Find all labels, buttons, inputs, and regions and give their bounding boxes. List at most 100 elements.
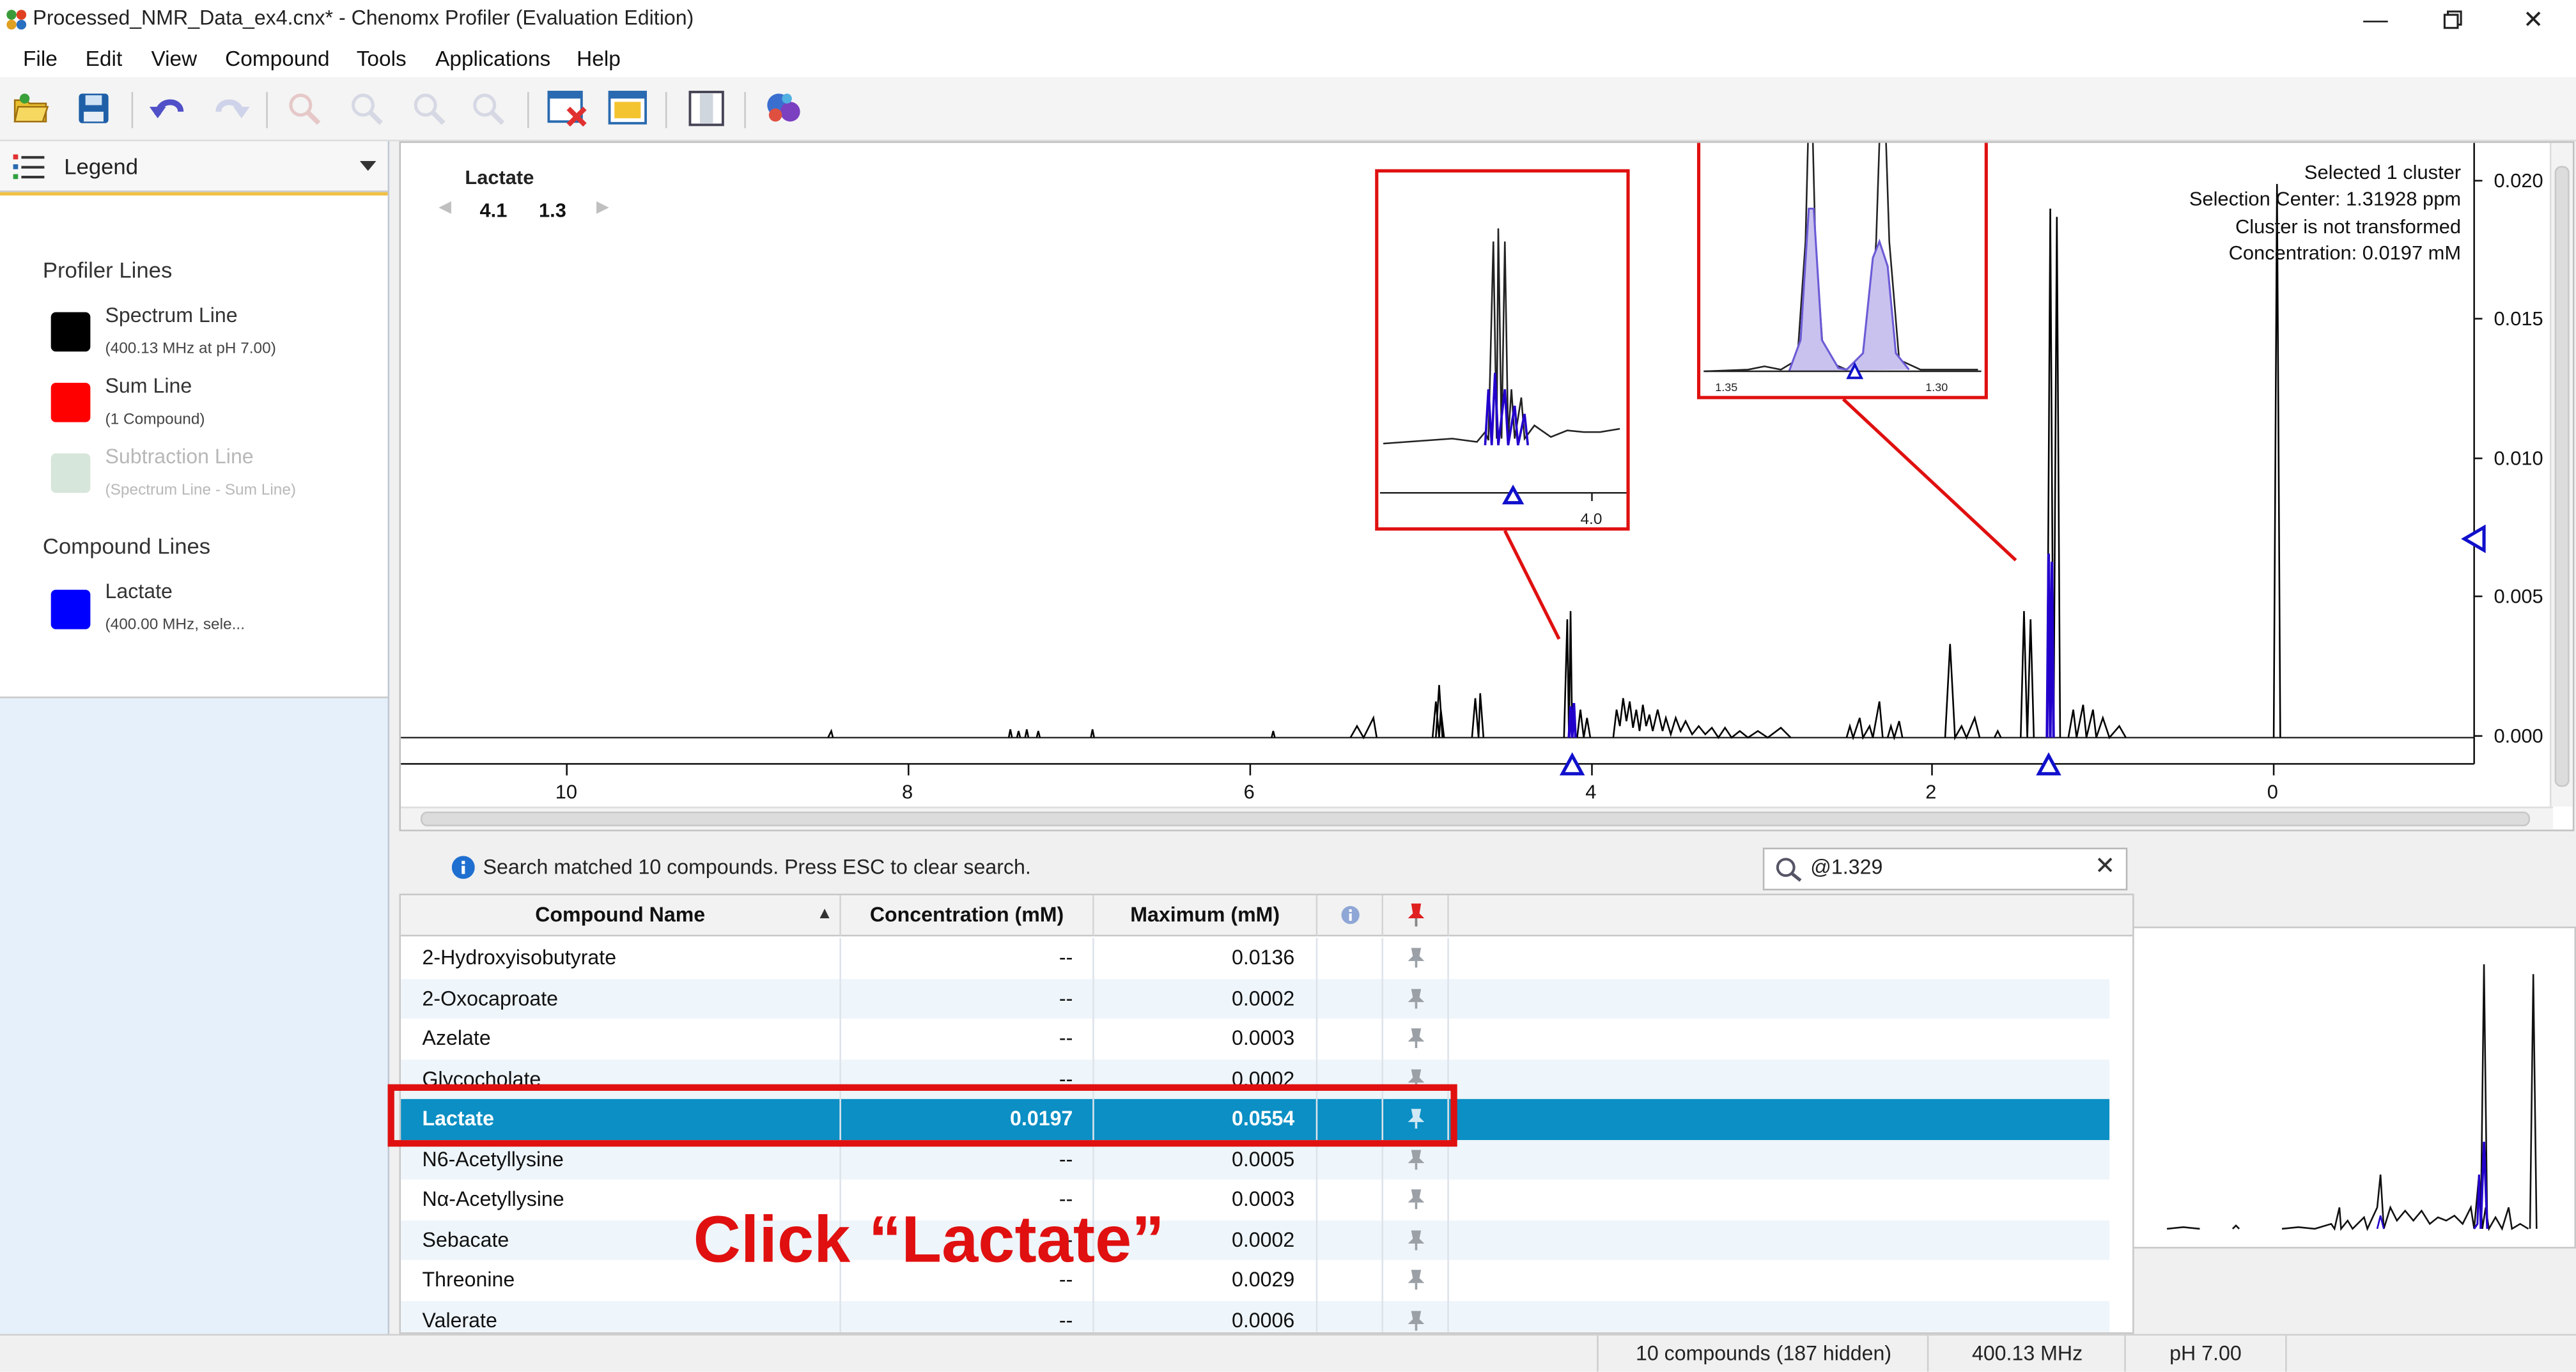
column-header-info[interactable] [1317,895,1384,937]
horizontal-scroll-thumb[interactable] [420,811,2531,827]
subtraction-line-swatch[interactable] [50,453,91,493]
save-icon[interactable] [72,89,115,128]
menu-edit[interactable]: Edit [85,45,123,71]
window-layout-icon[interactable] [606,89,649,128]
compound-name-cell: 2-Hydroxyisobutyrate [401,937,841,978]
x-tick-10: 10 [555,780,578,804]
pin-toggle[interactable] [1383,1300,1449,1332]
pin-toggle[interactable] [1383,1139,1449,1180]
redo-icon[interactable] [208,89,251,128]
column-header-pin[interactable] [1383,895,1449,937]
sort-ascending-icon: ▲ [816,905,833,923]
pin-icon [1407,1149,1424,1169]
inset-4-0-pointer [1503,530,1561,640]
maximum-cell: 0.0029 [1094,1260,1318,1300]
overview-spectrum [2166,964,2538,1231]
spectrum-view[interactable]: 4.0 1.35 1.30 Lactate ◀ 4.1 1.3 ▶ Select… [399,141,2575,831]
zoom-reset-icon[interactable] [467,89,509,128]
inset-4-0-tick: 4.0 [1580,511,1602,528]
info-cell [1317,937,1384,978]
legend-dropdown[interactable]: Legend [0,141,388,192]
split-panel-icon[interactable] [685,89,728,128]
cluster-next-arrow[interactable]: ▶ [596,199,609,217]
menu-compound[interactable]: Compound [225,45,330,71]
spectrum-line-label: Spectrum Line [105,304,238,327]
x-tick-4: 4 [1585,780,1597,804]
vertical-scrollbar[interactable] [2549,143,2573,807]
cluster-value-1-3[interactable]: 1.3 [539,199,566,222]
clear-search-icon[interactable]: ✕ [2094,852,2116,881]
search-input[interactable]: @1.329 ✕ [1762,847,2128,891]
table-row[interactable]: Threonine -- 0.0029 [401,1260,2109,1300]
vertical-scroll-thumb[interactable] [2554,166,2570,787]
search-filter-icon[interactable] [1774,856,1804,882]
overview-preview[interactable] [2132,926,2576,1249]
status-frequency: 400.13 MHz [1927,1336,2126,1372]
cluster-value-4-1[interactable]: 4.1 [479,199,508,222]
click-lactate-annotation: Click “Lactate” [693,1204,1165,1277]
column-header-name[interactable]: Compound Name ▲ [401,895,841,937]
pin-toggle[interactable] [1383,1260,1449,1300]
close-icon[interactable]: ✕ [2522,6,2544,35]
menu-view[interactable]: View [151,45,198,71]
zoom-out-icon[interactable] [345,89,388,128]
list-icon [13,154,45,180]
search-query[interactable]: @1.329 [1810,856,1883,879]
cluster-marker-1-3[interactable] [2036,752,2061,776]
concentration-marker[interactable] [2461,524,2486,553]
cluster-marker-4-1[interactable] [1559,752,1585,776]
y-axis-ticks [2474,180,2483,737]
table-row[interactable]: Azelate -- 0.0003 [401,1018,2109,1059]
legend-title: Legend [64,154,139,180]
concentration-cell: -- [841,1260,1094,1300]
toolbar-separator [266,91,268,128]
status-ph: pH 7.00 [2124,1336,2287,1372]
zoom-fit-icon[interactable] [407,89,450,128]
clear-compounds-icon[interactable] [545,89,588,128]
pin-toggle[interactable] [1383,978,1449,1019]
spectrum-plot[interactable]: 4.0 1.35 1.30 [401,143,2573,830]
inset-1-3-spectrum [1703,143,1982,380]
table-row[interactable]: Lactate 0.0197 0.0554 [401,1098,2110,1139]
table-row[interactable]: Nα-Acetyllysine -- 0.0003 [401,1179,2109,1220]
pin-toggle[interactable] [1383,937,1449,978]
menu-applications[interactable]: Applications [435,45,551,71]
menu-help[interactable]: Help [577,45,621,71]
maximum-cell: 0.0002 [1094,978,1318,1019]
compound-library-icon[interactable] [763,89,805,128]
pin-toggle[interactable] [1383,1018,1449,1059]
info-cell [1317,1018,1384,1059]
restore-icon[interactable] [2415,0,2490,40]
column-header-maximum[interactable]: Maximum (mM) [1094,895,1318,937]
column-header-concentration[interactable]: Concentration (mM) [841,895,1094,937]
minimize-icon[interactable]: — [2363,5,2388,34]
open-folder-icon[interactable] [10,89,52,128]
subtraction-line-sub: (Spectrum Line - Sum Line) [105,481,297,500]
spectrum-line-swatch[interactable] [50,312,91,352]
menu-tools[interactable]: Tools [356,45,407,71]
lactate-line-sub: (400.00 MHz, sele... [105,616,245,635]
maximum-cell: 0.0006 [1094,1300,1318,1332]
pin-toggle[interactable] [1383,1098,1449,1139]
x-tick-8: 8 [902,780,913,804]
menu-file[interactable]: File [22,45,58,71]
concentration-cell: -- [841,1018,1094,1059]
undo-icon[interactable] [148,89,190,128]
column-header-name-label: Compound Name [535,903,706,927]
zoom-in-icon[interactable] [283,89,325,128]
cluster-prev-arrow[interactable]: ◀ [438,199,452,217]
compound-name-cell: Nα-Acetyllysine [401,1179,841,1220]
table-row[interactable]: Sebacate -- 0.0002 [401,1219,2110,1260]
horizontal-scrollbar[interactable] [401,806,2554,830]
table-row[interactable]: Valerate -- 0.0006 [401,1300,2110,1332]
compound-name-cell: Valerate [401,1300,841,1332]
table-row[interactable]: 2-Oxocaproate -- 0.0002 [401,978,2110,1019]
window-title: Processed_NMR_Data_ex4.cnx* - Chenomx Pr… [33,6,694,30]
sum-line-swatch[interactable] [50,382,91,422]
y-tick-0-010: 0.010 [2494,447,2543,470]
pin-toggle[interactable] [1383,1179,1449,1220]
lactate-line-swatch[interactable] [50,589,91,629]
table-row[interactable]: 2-Hydroxyisobutyrate -- 0.0136 [401,937,2109,978]
pin-toggle[interactable] [1383,1219,1449,1260]
info-cell [1317,1260,1384,1300]
